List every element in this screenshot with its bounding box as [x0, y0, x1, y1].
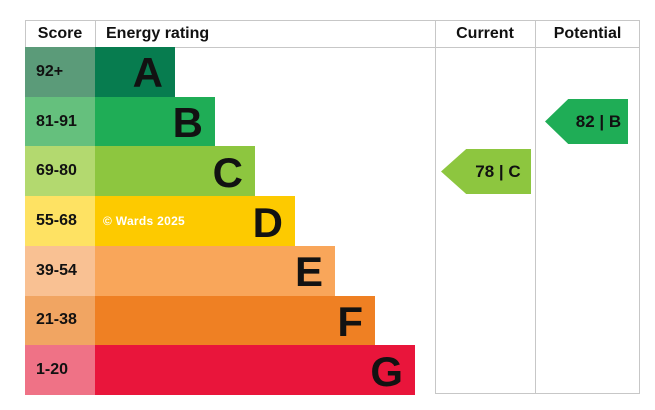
- table-bottom-border: [435, 393, 640, 394]
- score-column-divider: [95, 20, 96, 47]
- header-potential: Potential: [553, 24, 622, 42]
- rating-band-row-c: 69-80 C: [25, 146, 640, 197]
- header-score: Score: [37, 24, 83, 42]
- table-left-border: [25, 20, 26, 47]
- rating-bar-d: D: [95, 196, 295, 246]
- band-letter-a: A: [132, 49, 163, 97]
- header-current: Current: [456, 24, 514, 42]
- rating-band-row-g: 1-20 G: [25, 345, 640, 396]
- rating-bar-e: E: [95, 245, 335, 296]
- band-letter-b: B: [172, 99, 203, 147]
- rating-bar-b: B: [95, 96, 215, 147]
- rating-bands: 92+ A 81-91 B 69-80 C 55-68 D 39-54 E 21-38 F 1-20 G: [25, 47, 640, 396]
- rating-bar-a: A: [95, 47, 175, 97]
- band-letter-e: E: [294, 248, 323, 296]
- rating-bar-f: F: [95, 295, 375, 346]
- rating-band-row-f: 21-38 F: [25, 295, 640, 346]
- potential-column-divider: [535, 20, 536, 394]
- band-letter-c: C: [212, 148, 243, 196]
- table-top-border: [25, 20, 640, 21]
- score-range-f: 21-38: [25, 295, 95, 346]
- rating-bar-c: C: [95, 146, 255, 197]
- score-range-g: 1-20: [25, 345, 95, 396]
- rating-band-row-a: 92+ A: [25, 47, 640, 97]
- copyright-watermark: © Wards 2025: [103, 214, 186, 228]
- rating-band-row-d: 55-68 D: [25, 196, 640, 246]
- current-rating-label: 78 | C: [475, 161, 521, 181]
- rating-band-row-e: 39-54 E: [25, 245, 640, 296]
- potential-rating-label: 82 | B: [575, 111, 622, 131]
- header-bottom-border: [25, 47, 640, 48]
- score-range-e: 39-54: [25, 245, 95, 296]
- band-letter-f: F: [337, 297, 363, 345]
- score-range-b: 81-91: [25, 96, 95, 147]
- band-letter-g: G: [370, 347, 403, 395]
- rating-band-row-b: 81-91 B: [25, 96, 640, 147]
- score-range-c: 69-80: [25, 146, 95, 197]
- score-range-a: 92+: [25, 47, 95, 97]
- table-right-border: [639, 20, 640, 394]
- rating-bar-g: G: [95, 345, 415, 396]
- band-letter-d: D: [252, 198, 283, 246]
- current-column-divider: [435, 20, 436, 394]
- score-range-d: 55-68: [25, 196, 95, 246]
- header-energy-rating: Energy rating: [106, 24, 210, 42]
